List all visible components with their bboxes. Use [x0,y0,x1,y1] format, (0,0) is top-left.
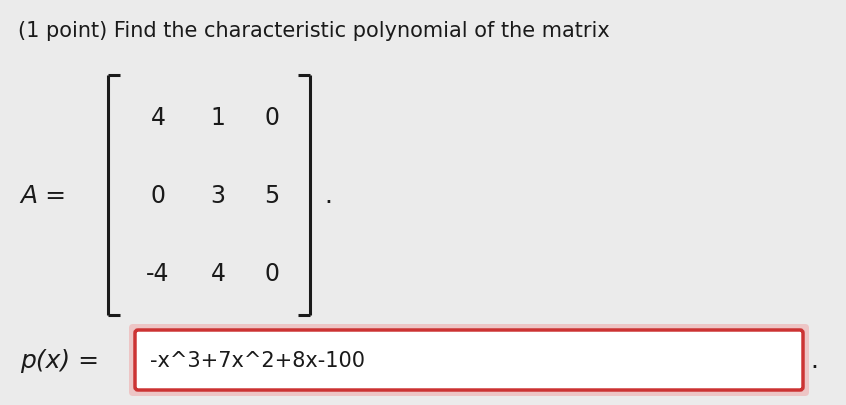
Text: A =: A = [20,183,66,207]
Text: .: . [810,348,818,372]
Text: 5: 5 [264,183,280,207]
Text: -4: -4 [146,261,170,285]
Text: 1: 1 [211,106,225,130]
Text: 4: 4 [151,106,166,130]
Text: 0: 0 [265,106,279,130]
Text: -x^3+7x^2+8x-100: -x^3+7x^2+8x-100 [150,350,365,370]
FancyBboxPatch shape [129,324,809,396]
Text: 3: 3 [211,183,226,207]
Text: 0: 0 [265,261,279,285]
Text: .: . [324,183,332,207]
Text: (1 point) Find the characteristic polynomial of the matrix: (1 point) Find the characteristic polyno… [18,21,610,41]
Text: 4: 4 [211,261,226,285]
FancyBboxPatch shape [135,330,803,390]
Text: p(x) =: p(x) = [20,348,99,372]
Text: 0: 0 [151,183,166,207]
